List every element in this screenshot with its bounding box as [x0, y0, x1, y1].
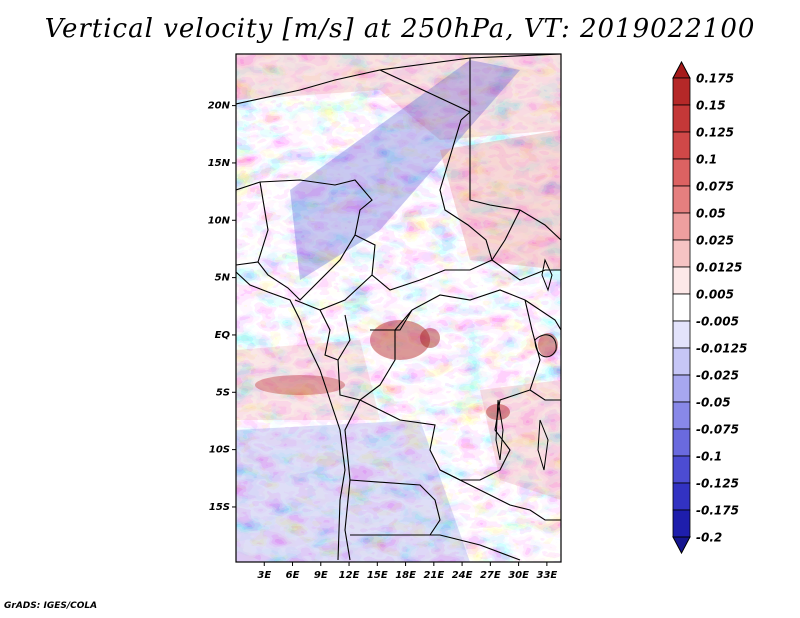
lat-tick-label: 15N: [208, 158, 231, 169]
colorbar-max-arrow: [672, 60, 691, 79]
colorbar-label: 0.075: [696, 180, 734, 194]
colorbar-label: 0.005: [696, 288, 734, 302]
colorbar-swatch: [672, 239, 691, 268]
colorbar-swatch: [672, 509, 691, 538]
colorbar-swatch: [672, 374, 691, 403]
colorbar-label: -0.175: [696, 504, 739, 518]
colorbar-swatch: [672, 428, 691, 457]
colorbar-label: 0.1: [696, 153, 717, 167]
colorbar-swatch: [672, 212, 691, 241]
colorbar-swatch: [672, 401, 691, 430]
colorbar-swatch: [672, 266, 691, 295]
colorbar-swatch: [672, 77, 691, 106]
colorbar-label: 0.15: [696, 99, 726, 113]
lon-tick-label: 21E: [423, 570, 444, 581]
longitude-axis: 3E 6E 9E 12E 15E 18E 21E 24E 27E 30E 33E: [257, 562, 557, 581]
colorbar-swatch: [672, 320, 691, 349]
colorbar: 0.175 0.15 0.125 0.1 0.075 0.05 0.025 0.0125 0.0…: [672, 60, 747, 555]
colorbar-label: -0.0125: [696, 342, 747, 356]
lat-tick-label: 10N: [208, 215, 231, 226]
lon-tick-label: 18E: [395, 570, 416, 581]
lat-tick-label: EQ: [215, 330, 231, 341]
colorbar-label: -0.2: [696, 531, 722, 545]
colorbar-swatch: [672, 104, 691, 133]
colorbar-label: 0.025: [696, 234, 734, 248]
colorbar-label: -0.075: [696, 423, 739, 437]
lon-tick-label: 15E: [367, 570, 388, 581]
colorbar-min-arrow: [672, 536, 691, 555]
lat-tick-label: 15S: [209, 502, 230, 513]
colorbar-swatch: [672, 347, 691, 376]
colorbar-label: -0.005: [696, 315, 739, 329]
colorbar-swatch: [672, 131, 691, 160]
colorbar-swatch: [672, 158, 691, 187]
colorbar-label: 0.05: [696, 207, 726, 221]
colorbar-label: -0.05: [696, 396, 731, 410]
colorbar-label: -0.1: [696, 450, 722, 464]
lake-outlines: [495, 258, 557, 471]
lon-tick-label: 6E: [286, 570, 300, 581]
lat-tick-label: 5N: [215, 273, 231, 284]
chart-title: Vertical velocity [m/s] at 250hPa, VT: 2…: [44, 14, 756, 44]
velocity-field: [236, 54, 561, 562]
colorbar-label: -0.125: [696, 477, 739, 491]
lat-tick-label: 5S: [216, 387, 230, 398]
lon-tick-label: 24E: [452, 570, 473, 581]
colorbar-label: 0.0125: [696, 261, 742, 275]
grads-credit: GrADS: IGES/COLA: [4, 601, 98, 611]
lon-tick-label: 27E: [480, 570, 501, 581]
country-borders: [236, 54, 561, 561]
colorbar-label: 0.125: [696, 126, 734, 140]
colorbar-swatch: [672, 293, 691, 322]
colorbar-label: 0.175: [696, 72, 734, 86]
colorbar-swatch: [672, 482, 691, 511]
lon-tick-label: 12E: [339, 570, 360, 581]
colorbar-swatch: [672, 455, 691, 484]
lat-tick-label: 20N: [208, 101, 231, 112]
lat-tick-label: 10S: [209, 445, 230, 456]
lon-tick-label: 3E: [257, 570, 271, 581]
map-frame: [235, 53, 562, 563]
latitude-axis: 20N 15N 10N 5N EQ 5S 10S 15S: [208, 101, 236, 513]
colorbar-swatch: [672, 185, 691, 214]
lon-tick-label: 9E: [314, 570, 328, 581]
lon-tick-label: 30E: [508, 570, 529, 581]
lon-tick-label: 33E: [536, 570, 557, 581]
colorbar-label: -0.025: [696, 369, 739, 383]
